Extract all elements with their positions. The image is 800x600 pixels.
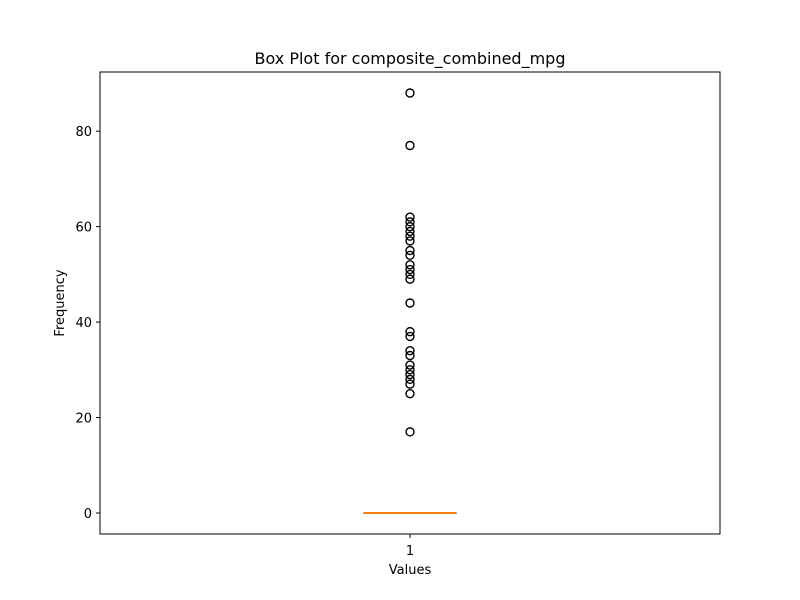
outlier-point — [405, 388, 415, 399]
outlier-point — [405, 231, 415, 241]
outlier-point — [405, 264, 415, 275]
plot-frame — [99, 71, 721, 535]
x-tick-label: 1 — [406, 544, 414, 559]
outlier-point — [405, 365, 415, 375]
outlier-point — [405, 374, 415, 385]
y-tick-label: 40 — [75, 316, 92, 331]
outlier-point — [405, 236, 415, 246]
y-axis: 0 20 40 60 80 — [75, 125, 100, 522]
outlier-point — [405, 331, 415, 342]
outlier-point — [405, 250, 415, 260]
y-tick-label: 80 — [75, 125, 92, 140]
outlier-point — [405, 88, 415, 98]
outlier-point — [405, 245, 415, 256]
outlier-point — [405, 140, 415, 151]
y-tick-label: 20 — [75, 412, 92, 427]
outlier-point — [405, 221, 415, 232]
outlier-point — [405, 212, 415, 222]
outlier-point — [405, 350, 415, 361]
outlier-point — [405, 369, 415, 380]
outlier-point — [405, 427, 415, 437]
x-axis-label: Values — [389, 563, 432, 578]
outlier-point — [405, 360, 415, 370]
outlier-point — [405, 274, 415, 284]
outlier-point — [405, 226, 415, 237]
box-element — [363, 512, 457, 514]
outlier-point — [405, 217, 415, 227]
y-axis-label: Frequency — [53, 269, 68, 336]
outlier-point — [405, 379, 415, 389]
outliers-group — [405, 88, 415, 437]
outlier-point — [405, 346, 415, 356]
outlier-point — [405, 269, 415, 280]
outlier-point — [405, 298, 415, 308]
outlier-point — [405, 326, 415, 337]
x-axis: 1 — [406, 534, 414, 559]
outlier-point — [405, 260, 415, 270]
chart-title: Box Plot for composite_combined_mpg — [255, 49, 566, 69]
y-tick-label: 60 — [75, 221, 92, 236]
y-tick-label: 0 — [84, 507, 92, 522]
